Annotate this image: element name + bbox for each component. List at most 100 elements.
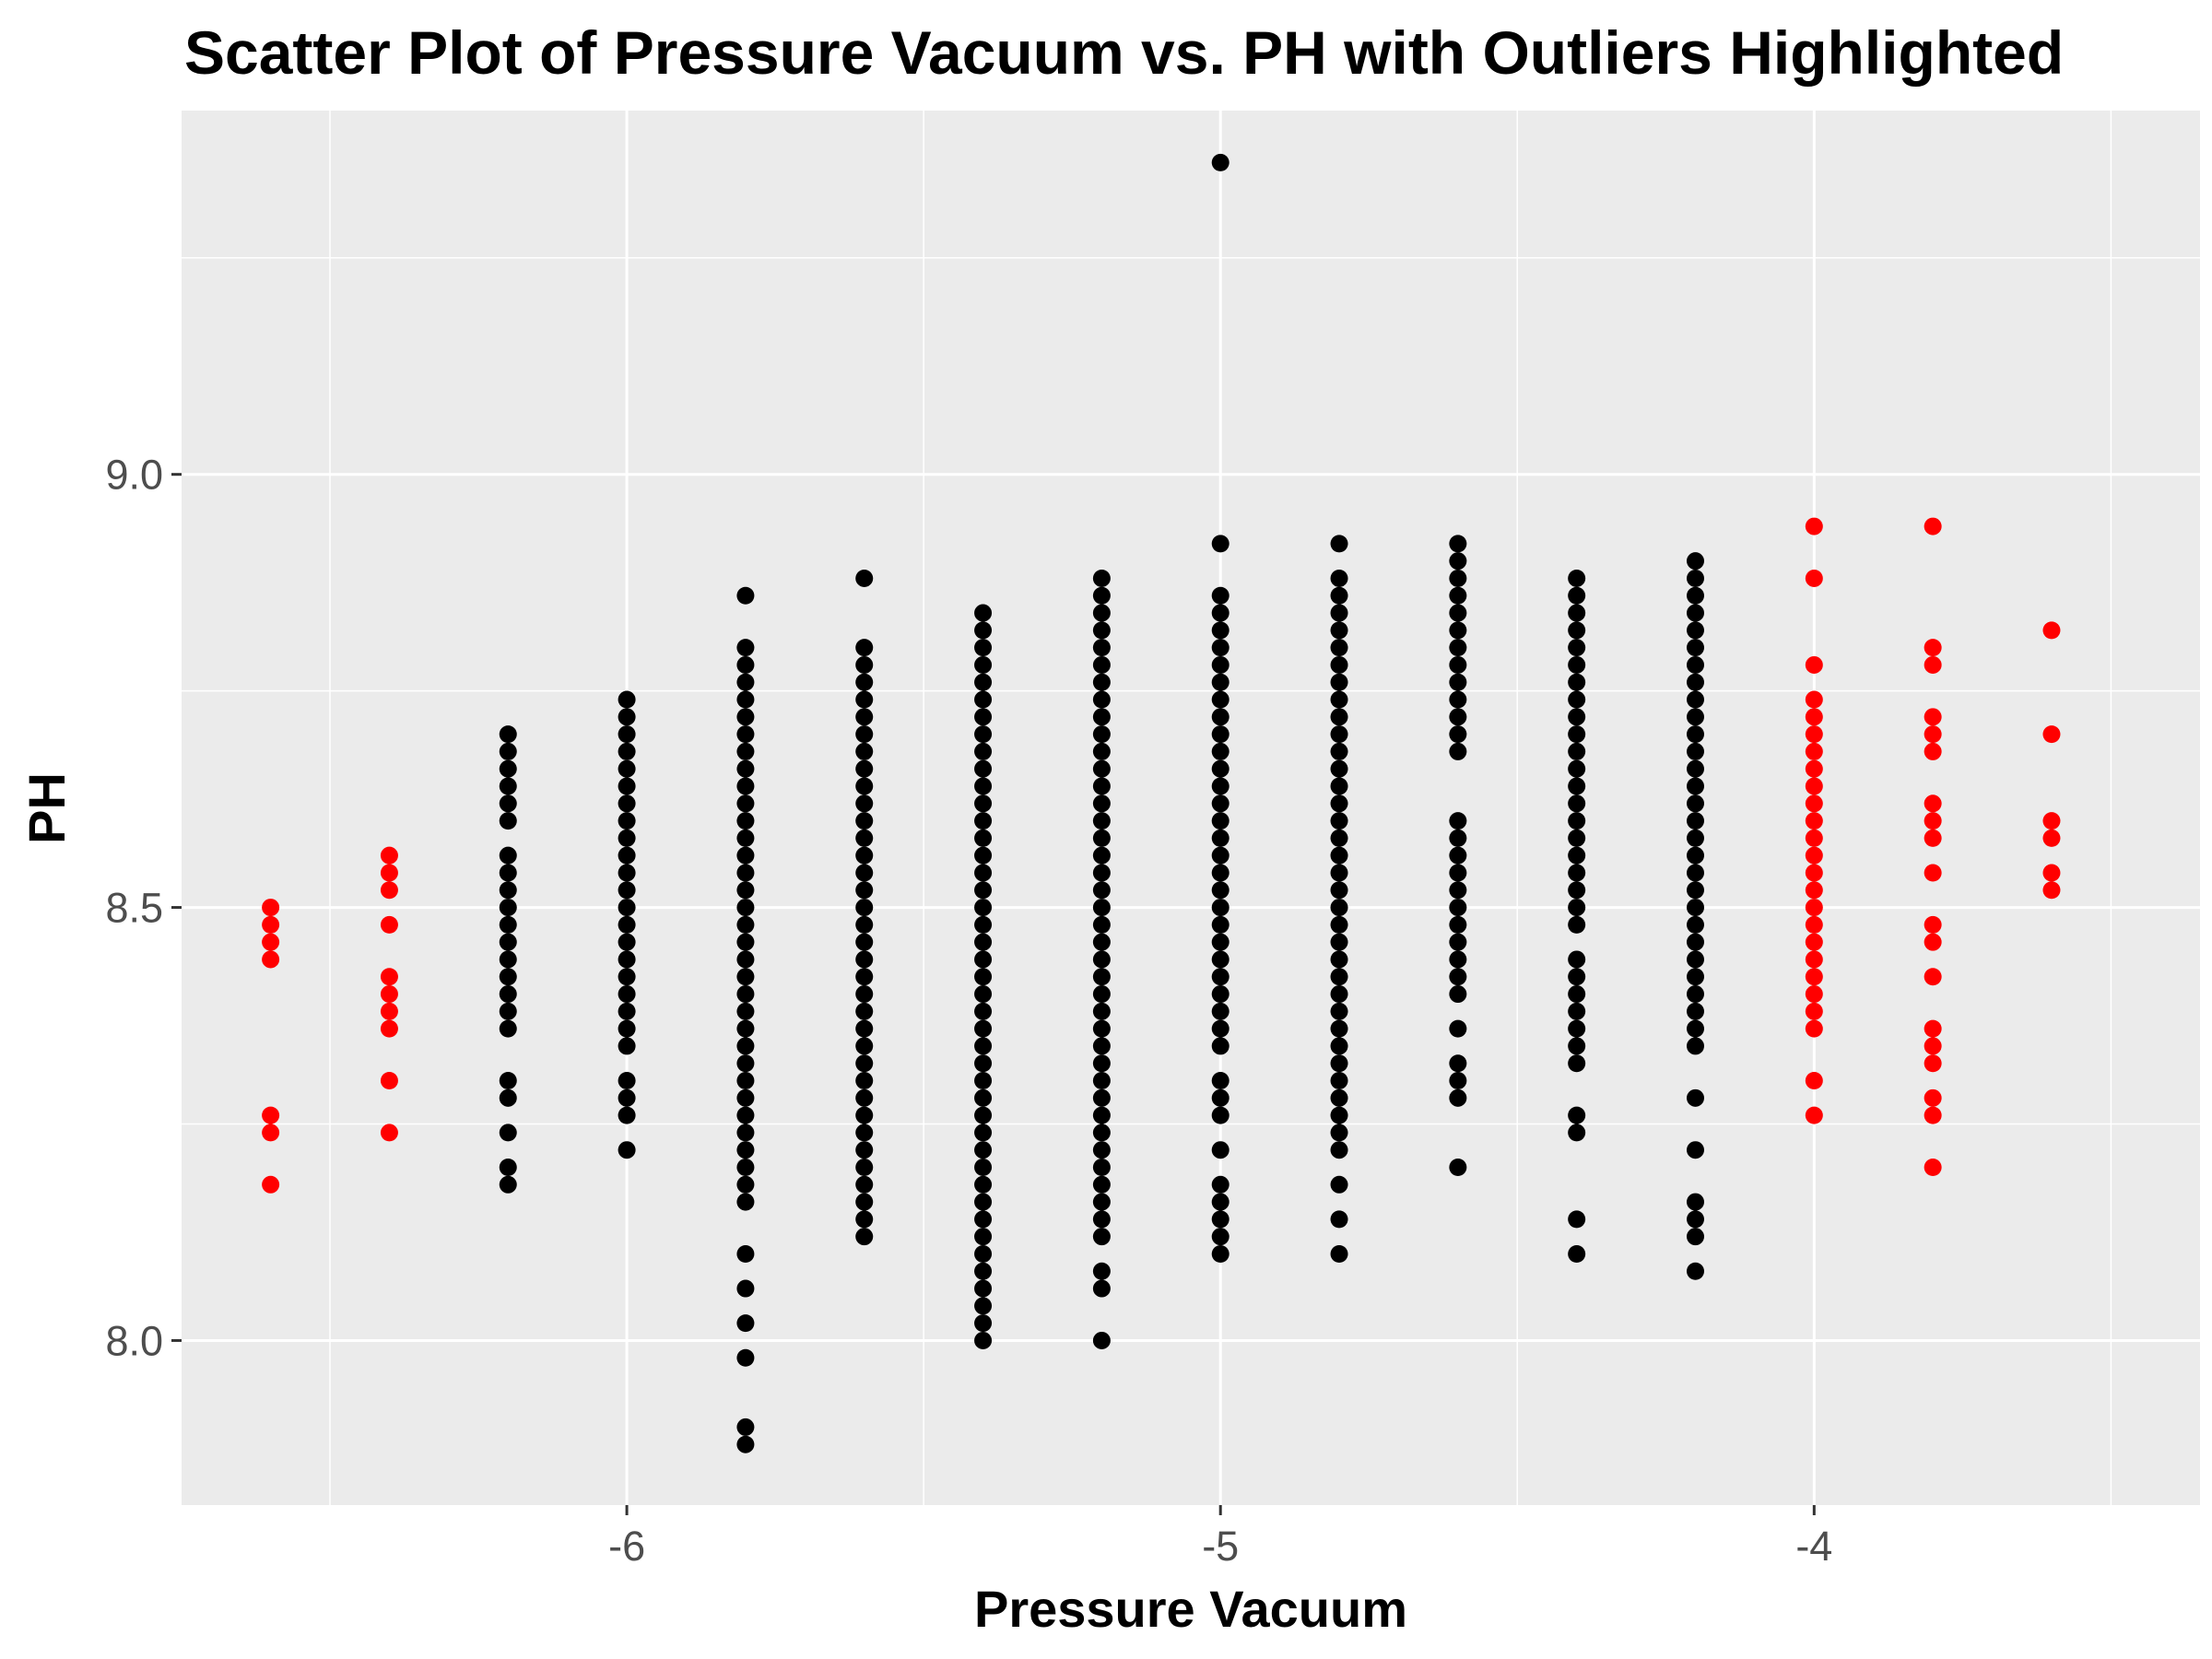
data-point [855, 742, 874, 760]
data-point [1092, 673, 1111, 691]
data-point [1330, 933, 1348, 951]
data-point [1330, 899, 1348, 917]
data-point [1211, 1106, 1230, 1124]
data-point [1092, 1106, 1111, 1124]
data-point [974, 1314, 993, 1333]
data-point [1687, 1019, 1704, 1038]
data-point [1568, 586, 1586, 605]
data-point [499, 915, 517, 934]
data-point [1330, 535, 1348, 553]
data-point [1687, 1228, 1704, 1246]
data-point [974, 1037, 993, 1055]
data-point [1211, 899, 1230, 917]
data-point [499, 1072, 517, 1090]
data-point [1568, 950, 1586, 969]
outlier-point [1924, 915, 1942, 934]
data-point [855, 864, 874, 882]
data-point [974, 690, 993, 709]
data-point [736, 725, 755, 744]
outlier-point [1805, 829, 1823, 847]
data-point [1568, 1019, 1586, 1038]
data-point [1211, 1037, 1230, 1055]
data-point [1687, 794, 1704, 813]
data-point [1449, 708, 1467, 726]
data-point [736, 777, 755, 795]
data-point [855, 985, 874, 1004]
data-point [1687, 864, 1704, 882]
data-point [855, 1141, 874, 1159]
data-point [1211, 1193, 1230, 1211]
data-point [1449, 725, 1467, 744]
data-point [618, 812, 636, 830]
outlier-point [1805, 655, 1823, 674]
data-point [1330, 777, 1348, 795]
data-point [1330, 1088, 1348, 1107]
data-point [499, 1002, 517, 1020]
data-point [499, 985, 517, 1004]
data-point [974, 655, 993, 674]
data-point [855, 673, 874, 691]
outlier-point [1805, 950, 1823, 969]
data-point [1687, 708, 1704, 726]
data-point [1330, 864, 1348, 882]
outlier-point [380, 864, 398, 882]
data-point [1449, 604, 1467, 622]
data-point [855, 1228, 874, 1246]
data-point [1330, 759, 1348, 778]
data-point [1687, 552, 1704, 571]
data-point [736, 1088, 755, 1107]
outlier-point [2042, 812, 2061, 830]
data-point [1330, 604, 1348, 622]
data-point [1330, 655, 1348, 674]
data-point [1568, 1037, 1586, 1055]
outlier-point [1924, 1037, 1942, 1055]
data-point [974, 1158, 993, 1176]
data-point [974, 1193, 993, 1211]
data-point [1449, 655, 1467, 674]
data-point [1687, 569, 1704, 587]
data-point [736, 1314, 755, 1333]
data-point [1449, 1019, 1467, 1038]
data-point [1092, 1019, 1111, 1038]
data-point [974, 1331, 993, 1349]
data-point [1568, 1124, 1586, 1142]
x-tick-label: -6 [608, 1523, 645, 1570]
data-point [1449, 639, 1467, 657]
data-point [1092, 1279, 1111, 1298]
data-point [618, 742, 636, 760]
data-point [736, 1054, 755, 1073]
outlier-point [1924, 968, 1942, 986]
data-point [1092, 1193, 1111, 1211]
data-point [974, 725, 993, 744]
y-axis: 8.0 8.5 9.0 [105, 452, 182, 1364]
outlier-point [1924, 829, 1942, 847]
data-point [974, 639, 993, 657]
data-point [499, 777, 517, 795]
data-point [499, 759, 517, 778]
data-point [1211, 864, 1230, 882]
data-point [618, 829, 636, 847]
data-point [855, 1210, 874, 1229]
data-point [1449, 829, 1467, 847]
data-point [855, 1054, 874, 1073]
data-point [1092, 604, 1111, 622]
data-point [1687, 933, 1704, 951]
outlier-point [262, 950, 280, 969]
data-point [499, 812, 517, 830]
data-point [974, 950, 993, 969]
data-point [1568, 639, 1586, 657]
data-point [1330, 725, 1348, 744]
data-point [1568, 1002, 1586, 1020]
data-point [1092, 950, 1111, 969]
data-point [618, 794, 636, 813]
data-point [1687, 846, 1704, 865]
data-point [736, 915, 755, 934]
data-point [1211, 1244, 1230, 1263]
data-point [855, 950, 874, 969]
data-point [1568, 1054, 1586, 1073]
data-point [1449, 690, 1467, 709]
data-point [974, 742, 993, 760]
data-point [618, 1037, 636, 1055]
data-point [1330, 829, 1348, 847]
data-point [736, 985, 755, 1004]
